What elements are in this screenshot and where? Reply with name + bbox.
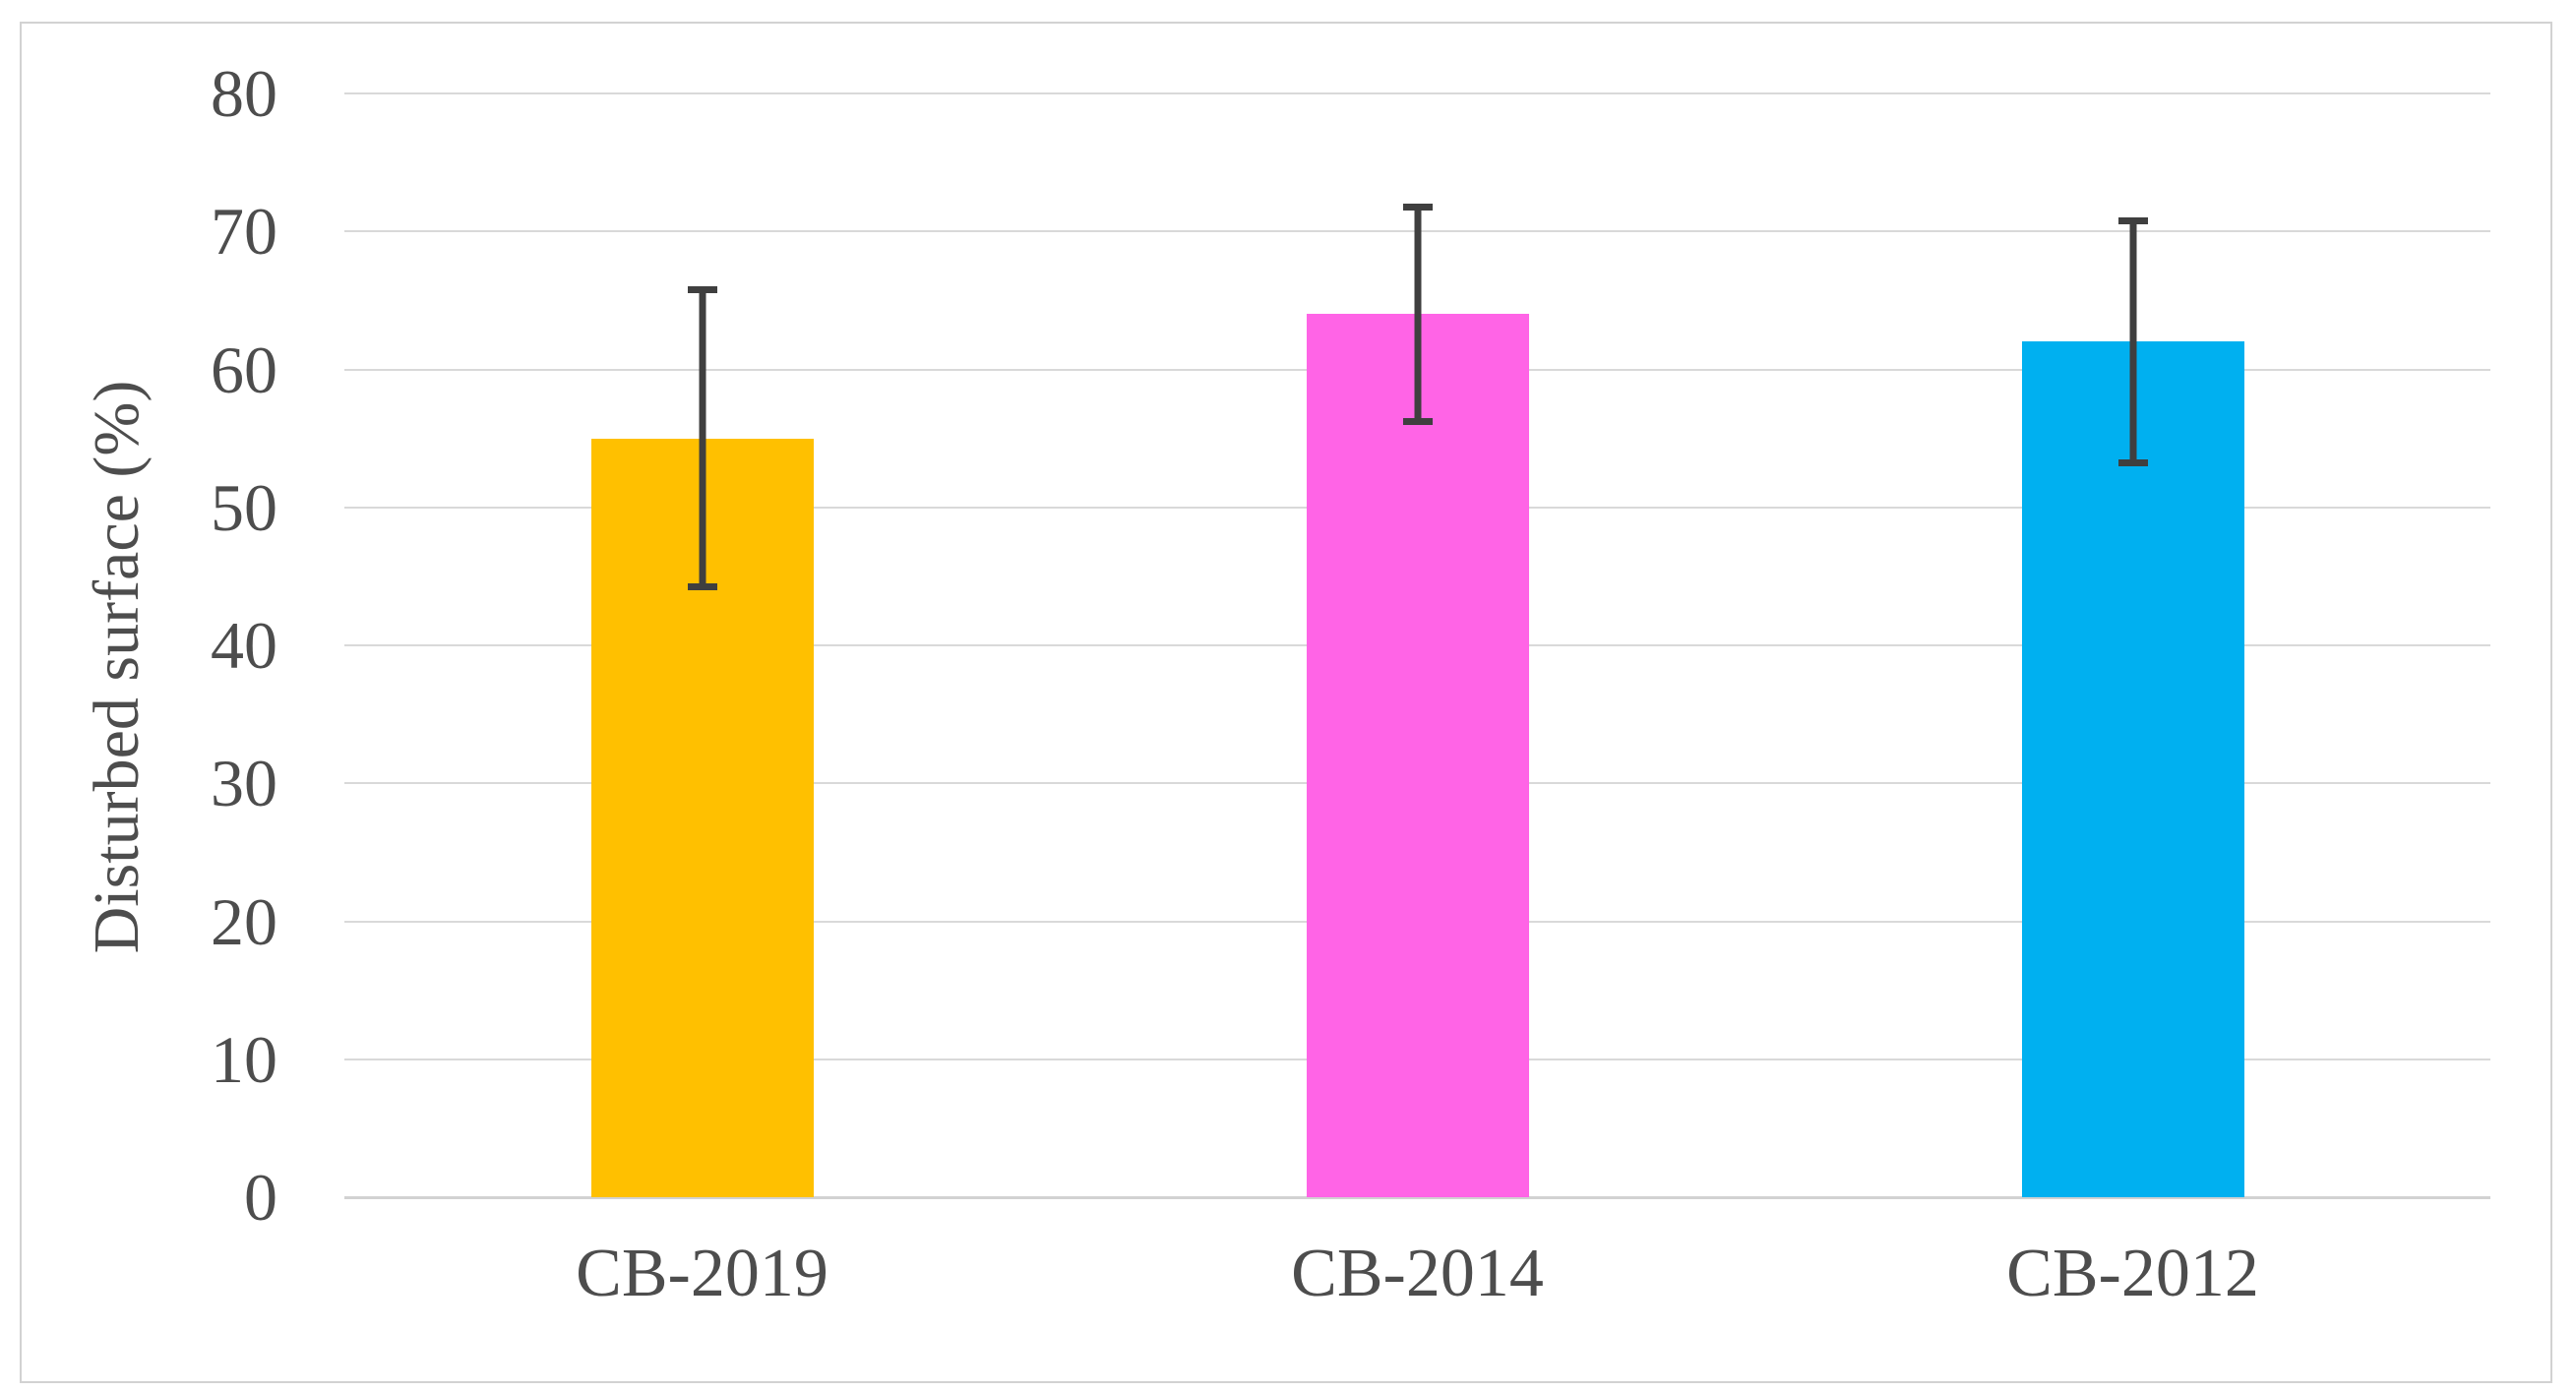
bar-cb-2014 [1306, 314, 1529, 1197]
error-bar-cap-bottom [1402, 417, 1433, 425]
error-bar-cap-top [1402, 204, 1433, 212]
y-tick-label: 30 [211, 746, 277, 821]
gridline [344, 92, 2490, 94]
error-bar-cb-2014 [1402, 204, 1433, 425]
x-category-label-cb-2019: CB-2019 [576, 1236, 828, 1311]
figure-border: Disturbed surface (%) 0 10 20 30 40 50 60 70 80 … [20, 22, 2552, 1383]
x-axis-line [344, 1196, 2490, 1199]
y-tick-label: 20 [211, 883, 277, 959]
y-tick-label: 60 [211, 332, 277, 407]
y-tick-label: 0 [244, 1160, 277, 1235]
y-tick-label: 80 [211, 56, 277, 131]
plot-area [344, 92, 2490, 1199]
error-bar-stem [2129, 217, 2136, 466]
y-tick-label: 50 [211, 469, 277, 545]
y-tick-label: 40 [211, 608, 277, 683]
error-bar-stem [1414, 204, 1421, 425]
bar-cb-2012 [2021, 341, 2244, 1197]
error-bar-stem [699, 286, 705, 590]
error-bar-cap-top [687, 286, 717, 294]
error-bar-cb-2012 [2117, 217, 2148, 466]
y-tick-label: 70 [211, 194, 277, 270]
error-bar-cap-bottom [2117, 458, 2148, 466]
error-bar-cap-top [2117, 217, 2148, 225]
y-tick-label: 10 [211, 1021, 277, 1097]
error-bar-cb-2019 [687, 286, 717, 590]
error-bar-cap-bottom [687, 582, 717, 590]
x-category-label-cb-2012: CB-2012 [2006, 1236, 2259, 1311]
x-category-label-cb-2014: CB-2014 [1291, 1236, 1544, 1311]
